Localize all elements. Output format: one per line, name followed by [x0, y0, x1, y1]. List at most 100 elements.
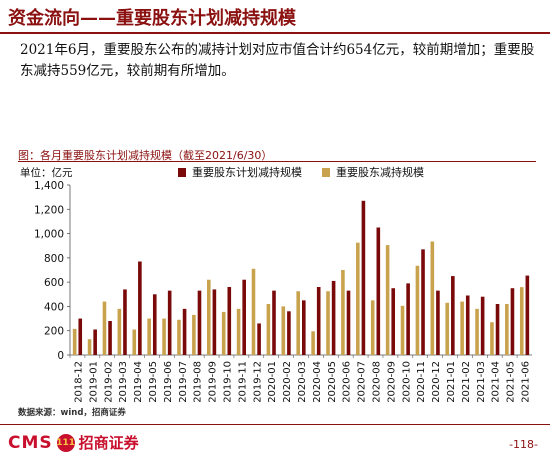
bar-planned: [391, 288, 396, 355]
bar-planned: [287, 311, 291, 355]
bar-actual: [475, 308, 479, 355]
bar-planned: [465, 295, 470, 355]
chart-caption: 图：各月重要股东计划减持规模（截至2021/6/30）: [18, 149, 273, 162]
bar-planned: [212, 289, 217, 355]
bar-planned: [108, 321, 112, 355]
bar-planned: [242, 279, 246, 355]
x-tick-label: 2019-06: [163, 361, 174, 403]
bar-actual: [177, 319, 181, 355]
x-tick-label: 2019-08: [193, 361, 204, 403]
bar-planned: [331, 280, 336, 355]
x-tick-label: 2020-04: [312, 361, 323, 403]
x-tick-label: 2021-05: [506, 361, 517, 403]
bar-actual: [236, 308, 241, 355]
bar-planned: [182, 308, 187, 355]
bar-actual: [490, 322, 494, 355]
x-tick-label: 2020-10: [401, 361, 412, 403]
summary-text: 2021年6月，重要股东公布的减持计划对应市值合计约654亿元，较前期增加；重要…: [20, 42, 535, 79]
x-tick-label: 2019-03: [118, 361, 129, 403]
bar-actual: [460, 301, 464, 355]
unit-label: 单位：亿元: [20, 167, 73, 179]
bar-actual: [132, 329, 137, 355]
y-tick-label: 1,000: [34, 229, 64, 241]
logo-badge-icon: 111: [56, 433, 75, 452]
logo-chinese-name: 招商证券: [78, 434, 139, 452]
bar-actual: [281, 306, 286, 355]
x-tick-label: 2020-07: [357, 361, 368, 403]
bar-planned: [510, 288, 515, 355]
bar-planned: [123, 289, 127, 355]
bar-planned: [436, 290, 440, 355]
x-tick-label: 2020-05: [327, 361, 338, 403]
x-tick-label: 2020-09: [386, 361, 397, 403]
x-tick-label: 2020-06: [342, 361, 353, 403]
bar-actual: [356, 242, 360, 355]
bar-planned: [302, 300, 306, 355]
legend-label-actual: 重要股东减持规模: [336, 166, 424, 179]
bar-planned: [78, 318, 83, 355]
x-tick-label: 2019-07: [178, 361, 189, 403]
y-tick-label: 200: [44, 326, 64, 338]
x-tick-label: 2021-01: [446, 361, 457, 403]
bar-actual: [415, 265, 420, 355]
bar-planned: [480, 296, 485, 355]
bar-actual: [519, 287, 524, 355]
chart-caption-divider: [18, 161, 536, 162]
bar-planned: [152, 294, 157, 355]
legend-item-planned: 重要股东计划减持规模: [178, 164, 302, 180]
bar-actual: [341, 270, 345, 355]
bar-actual: [505, 304, 509, 355]
company-logo: CMS 111 招商证券: [8, 432, 139, 453]
x-tick-label: 2019-01: [88, 361, 99, 403]
bar-actual: [102, 301, 107, 355]
bar-actual: [117, 308, 122, 355]
footer-divider: [0, 424, 550, 425]
y-tick-label: 800: [44, 253, 64, 265]
bar-actual: [162, 318, 166, 355]
y-tick-label: 0: [57, 350, 64, 362]
bar-planned: [93, 329, 97, 355]
x-tick-label: 2020-12: [431, 361, 442, 403]
x-tick-label: 2020-02: [282, 361, 293, 403]
bar-planned: [421, 249, 425, 355]
bar-planned: [257, 323, 261, 355]
bar-actual: [192, 314, 196, 355]
bar-actual: [147, 318, 151, 355]
x-tick-label: 2019-04: [133, 361, 144, 403]
x-tick-label: 2019-12: [252, 361, 263, 403]
bar-actual: [266, 304, 271, 355]
y-tick-label: 1,200: [34, 204, 64, 216]
bar-actual: [87, 339, 92, 355]
bar-actual: [326, 291, 330, 355]
bar-actual: [221, 311, 226, 355]
bar-planned: [495, 304, 500, 355]
bar-planned: [138, 261, 142, 355]
x-tick-label: 2019-10: [222, 361, 233, 403]
bar-actual: [385, 245, 390, 355]
data-source: 数据来源：wind，招商证券: [18, 408, 126, 418]
bar-actual: [206, 279, 211, 355]
bar-actual: [445, 302, 450, 355]
bar-planned: [346, 290, 351, 355]
bar-planned: [167, 290, 172, 355]
x-tick-label: 2018-12: [73, 361, 84, 403]
x-tick-label: 2020-11: [416, 361, 427, 403]
bar-actual: [311, 331, 315, 355]
bar-actual: [72, 328, 77, 355]
bar-actual: [251, 268, 256, 355]
logo-text: CMS: [8, 432, 53, 453]
x-tick-label: 2019-09: [208, 361, 219, 403]
x-tick-label: 2020-08: [372, 361, 383, 403]
bar-planned: [227, 287, 232, 355]
bar-actual: [370, 300, 375, 355]
bar-planned: [272, 290, 276, 355]
bar-actual: [296, 291, 300, 355]
x-tick-label: 2021-03: [476, 361, 487, 403]
x-tick-label: 2019-02: [103, 361, 114, 403]
y-tick-label: 400: [44, 301, 64, 313]
bar-planned: [361, 200, 366, 355]
y-tick-label: 600: [44, 277, 64, 289]
legend-item-actual: 重要股东减持规模: [322, 164, 424, 180]
legend-swatch-planned: [178, 167, 186, 177]
